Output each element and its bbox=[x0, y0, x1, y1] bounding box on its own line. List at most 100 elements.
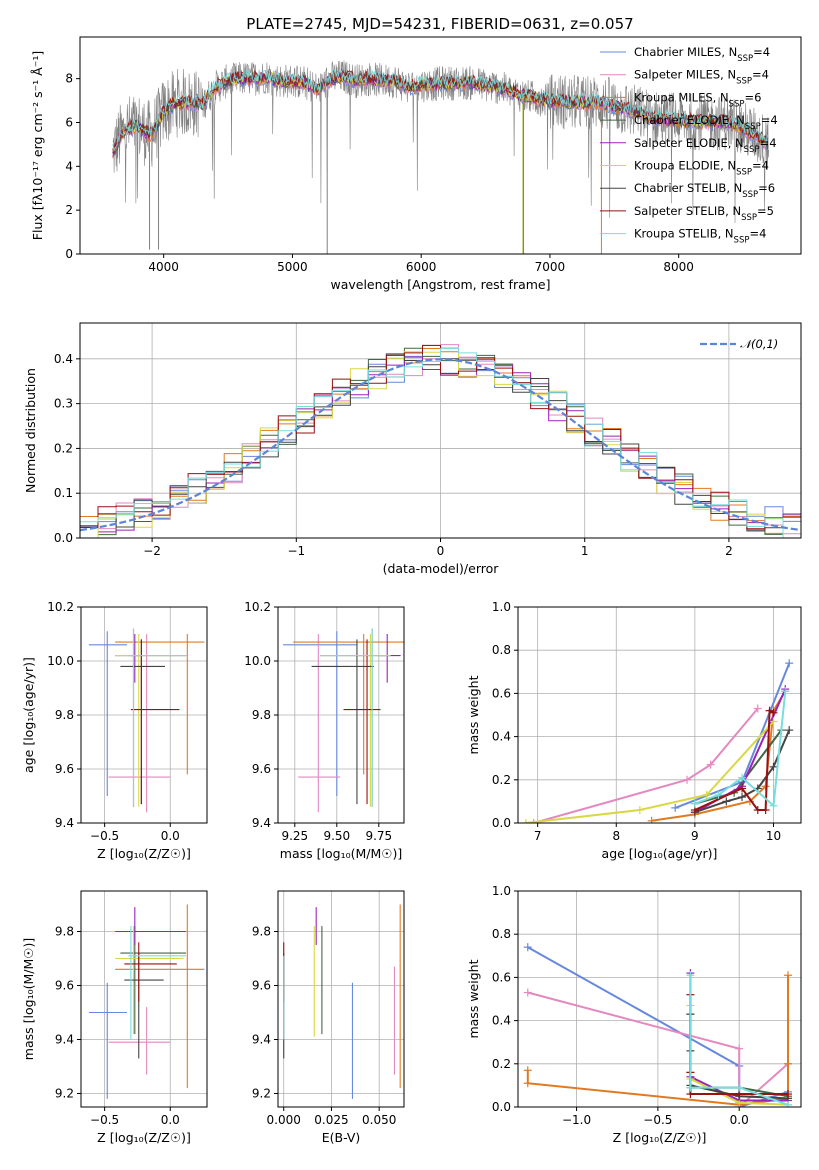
mass-weight-marker bbox=[690, 799, 699, 808]
y-tick-label: 9.4 bbox=[55, 1033, 74, 1047]
y-tick-label: 0.0 bbox=[492, 816, 511, 830]
x-tick-label: 10 bbox=[766, 829, 781, 843]
legend-sub: SSP bbox=[734, 236, 750, 246]
y-tick-label: 0.3 bbox=[54, 397, 73, 411]
y-tick-label: 4 bbox=[65, 159, 73, 173]
mass-weight-marker bbox=[785, 659, 794, 668]
normal-curve bbox=[80, 358, 801, 532]
y-tick-label: 0.8 bbox=[492, 643, 511, 657]
y-tick-label: 0.0 bbox=[492, 1100, 511, 1114]
mass-weight-marker bbox=[735, 1044, 744, 1053]
mass-weight-marker bbox=[686, 971, 695, 980]
x-axis-label: wavelength [Angstrom, rest frame] bbox=[330, 277, 550, 292]
legend-tail: =6 bbox=[744, 90, 761, 104]
x-tick-label: 7000 bbox=[535, 260, 566, 274]
chart-age-vs-Z: −0.5 0.0 9.4 9.6 9.8 10.0 10.2 Z [log₁₀(Z/Z☉)] a… bbox=[21, 600, 208, 861]
mass-weight-line bbox=[525, 720, 775, 823]
y-tick-label: 9.6 bbox=[252, 762, 271, 776]
y-axis-label: age [log₁₀(age/yr)] bbox=[21, 657, 36, 773]
legend-name: Salpeter ELODIE, N bbox=[634, 136, 744, 150]
mass-weight-marker bbox=[769, 708, 778, 717]
mass-weight-marker bbox=[783, 1090, 792, 1099]
y-tick-label: 10.2 bbox=[244, 600, 271, 614]
mass-weight-marker bbox=[781, 687, 790, 696]
chart-massweight-vs-age: 7 8 9 10 0.0 0.2 0.4 0.6 0.8 1.0 age [log₁₀(age/yr… bbox=[466, 600, 802, 861]
mass-weight-marker bbox=[702, 790, 711, 799]
mass-weight-marker bbox=[686, 1083, 695, 1092]
x-tick-label: −2 bbox=[143, 544, 161, 558]
x-tick-label: 5000 bbox=[277, 260, 308, 274]
axes-frame bbox=[277, 606, 405, 824]
legend-tail: =5 bbox=[757, 204, 774, 218]
legend-label: Chabrier STELIB, NSSP=6 bbox=[634, 181, 775, 200]
mass-weight-line bbox=[694, 729, 791, 814]
x-tick-label: −1 bbox=[287, 544, 305, 558]
chart-massweight-vs-Z: −1.0 −0.5 0.0 0.0 0.2 0.4 0.6 0.8 1.0 Z [log₁₀(Z/… bbox=[466, 884, 802, 1145]
y-tick-label: 1.0 bbox=[492, 600, 511, 614]
x-tick-label: 0.025 bbox=[314, 1113, 348, 1127]
x-tick-label: 2 bbox=[725, 544, 733, 558]
plot-area bbox=[523, 943, 792, 1107]
legend-tail: =4 bbox=[749, 227, 766, 241]
model-spectrum bbox=[112, 69, 769, 154]
mass-weight-marker bbox=[785, 726, 794, 735]
x-axis-label: Z [log₁₀(Z/Z☉)] bbox=[97, 846, 191, 861]
legend-sub: SSP bbox=[745, 122, 761, 132]
mass-weight-marker bbox=[714, 790, 723, 799]
mass-weight-marker bbox=[735, 1083, 744, 1092]
y-axis-label: mass weight bbox=[466, 675, 481, 754]
y-tick-label: 0.4 bbox=[492, 730, 511, 744]
mass-weight-marker bbox=[529, 819, 538, 823]
y-tick-label: 0.0 bbox=[54, 531, 73, 545]
plot-area bbox=[283, 628, 404, 813]
legend-name: Chabrier MILES, N bbox=[634, 45, 737, 59]
y-tick-label: 0.2 bbox=[492, 1057, 511, 1071]
mass-weight-marker bbox=[783, 1100, 792, 1107]
legend-name: Kroupa MILES, N bbox=[634, 90, 729, 104]
chart-title: PLATE=2745, MJD=54231, FIBERID=0631, z=0… bbox=[246, 15, 633, 33]
y-axis-label: Flux [fλ10⁻¹⁷ erg cm⁻² s⁻¹ Å⁻¹] bbox=[30, 51, 45, 240]
x-axis-label: mass [log₁₀(M/M☉)] bbox=[280, 846, 402, 861]
y-tick-label: 0 bbox=[65, 247, 73, 261]
x-tick-label: 0 bbox=[437, 544, 445, 558]
legend-sub: SSP bbox=[729, 99, 745, 109]
y-tick-label: 9.6 bbox=[252, 979, 271, 993]
mass-weight-marker bbox=[635, 806, 644, 815]
mass-weight-marker bbox=[521, 819, 530, 823]
legend-name: Salpeter MILES, N bbox=[634, 68, 736, 82]
y-tick-label: 0.8 bbox=[492, 927, 511, 941]
legend-label: Kroupa STELIB, NSSP=4 bbox=[634, 227, 766, 246]
legend-label: Chabrier MILES, NSSP=4 bbox=[634, 45, 770, 64]
x-tick-label: −0.5 bbox=[643, 1113, 672, 1127]
x-tick-label: −1.0 bbox=[562, 1113, 591, 1127]
x-tick-label: 0.0 bbox=[161, 1113, 180, 1127]
x-tick-label: 1 bbox=[581, 544, 589, 558]
plot-area bbox=[521, 659, 794, 823]
y-tick-label: 10.0 bbox=[244, 654, 271, 668]
legend-label: 𝒩(0,1) bbox=[740, 337, 778, 351]
mass-weight-marker bbox=[738, 773, 747, 782]
chart-spectrum: 4000 5000 6000 7000 8000 0 2 4 6 8 wavelength [Ang… bbox=[30, 36, 802, 292]
mass-weight-marker bbox=[769, 762, 778, 771]
legend-tail: =4 bbox=[760, 136, 777, 150]
legend-tail: =4 bbox=[752, 68, 769, 82]
axes-frame bbox=[79, 36, 802, 255]
y-tick-label: 8 bbox=[65, 72, 73, 86]
plot-area bbox=[283, 904, 401, 1099]
legend-sub: SSP bbox=[736, 77, 752, 87]
mass-weight-marker bbox=[706, 760, 715, 769]
x-tick-label: 0.000 bbox=[267, 1113, 301, 1127]
x-axis-label: (data-model)/error bbox=[383, 561, 500, 576]
x-axis-label: Z [log₁₀(Z/Z☉)] bbox=[613, 1130, 707, 1145]
x-tick-label: 0.050 bbox=[362, 1113, 396, 1127]
y-tick-label: 0.1 bbox=[54, 486, 73, 500]
legend-label: Salpeter MILES, NSSP=4 bbox=[634, 68, 769, 87]
plot-area bbox=[80, 344, 801, 538]
y-tick-label: 2 bbox=[65, 203, 73, 217]
y-tick-label: 6 bbox=[65, 115, 73, 129]
mass-weight-marker bbox=[523, 988, 532, 997]
x-tick-label: 7 bbox=[534, 829, 542, 843]
mass-weight-line bbox=[689, 975, 789, 1106]
x-tick-label: 9.25 bbox=[281, 829, 308, 843]
